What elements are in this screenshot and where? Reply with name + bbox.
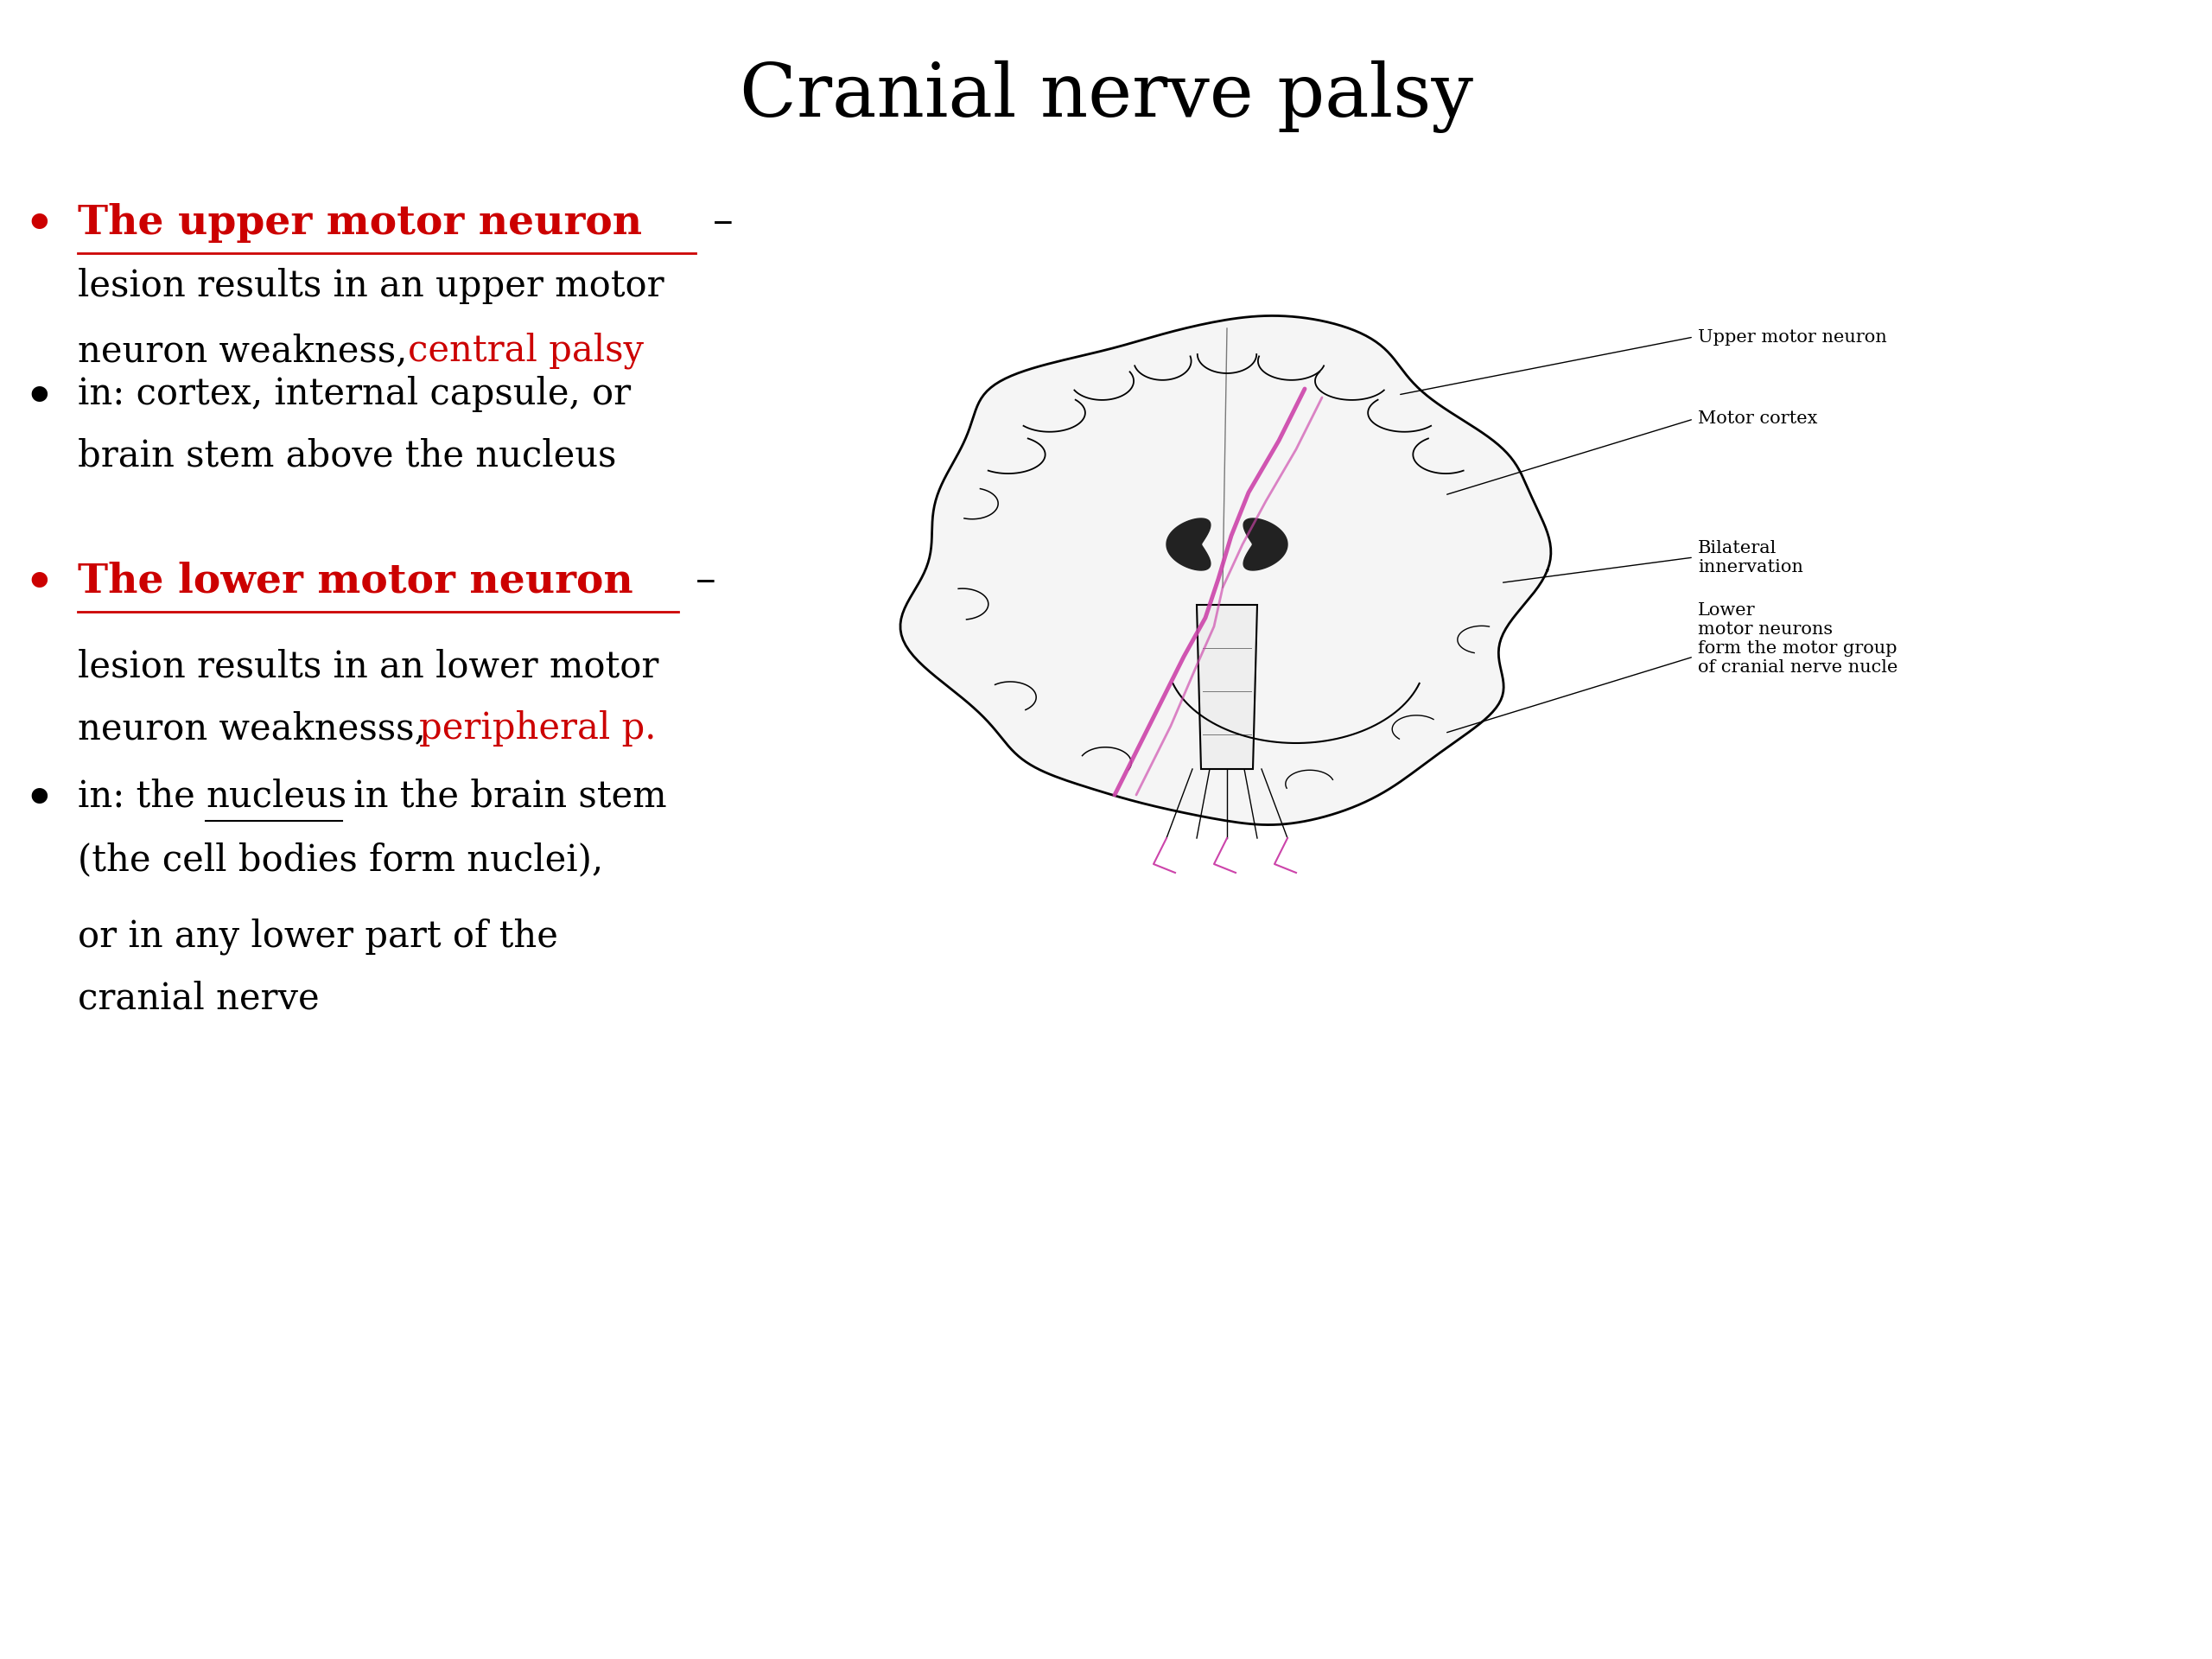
Text: or in any lower part of the: or in any lower part of the [77,917,557,954]
Text: •: • [24,562,53,606]
Text: neuron weaknesss,: neuron weaknesss, [77,710,438,747]
Text: in: cortex, internal capsule, or: in: cortex, internal capsule, or [77,377,630,411]
Text: The lower motor neuron: The lower motor neuron [77,562,633,602]
Text: The upper motor neuron: The upper motor neuron [77,202,641,242]
Text: brain stem above the nucleus: brain stem above the nucleus [77,438,617,474]
Text: central palsy: central palsy [407,333,644,370]
Text: –: – [699,202,734,242]
Text: lesion results in an upper motor: lesion results in an upper motor [77,267,664,304]
Text: –: – [684,562,717,601]
Text: Motor cortex: Motor cortex [1699,411,1818,428]
Text: in: the: in: the [77,778,206,815]
Text: •: • [24,202,53,247]
Text: Lower
motor neurons
form the motor group
of cranial nerve nucle: Lower motor neurons form the motor group… [1699,602,1898,677]
Text: Bilateral
innervation: Bilateral innervation [1699,539,1803,576]
Text: (the cell bodies form nuclei),: (the cell bodies form nuclei), [77,841,604,878]
Text: •: • [24,778,53,821]
Text: peripheral p.: peripheral p. [418,710,657,747]
Text: Cranial nerve palsy: Cranial nerve palsy [739,60,1473,133]
Polygon shape [1197,606,1256,770]
Text: cranial nerve: cranial nerve [77,980,319,1015]
Polygon shape [900,315,1551,825]
Text: Upper motor neuron: Upper motor neuron [1699,328,1887,345]
Text: lesion results in an lower motor: lesion results in an lower motor [77,649,659,684]
Text: nucleus: nucleus [206,778,347,815]
Polygon shape [1243,519,1287,571]
Polygon shape [1166,519,1210,571]
Text: in the brain stem: in the brain stem [343,778,666,815]
Text: neuron weakness,: neuron weakness, [77,333,418,368]
Text: •: • [24,377,53,420]
